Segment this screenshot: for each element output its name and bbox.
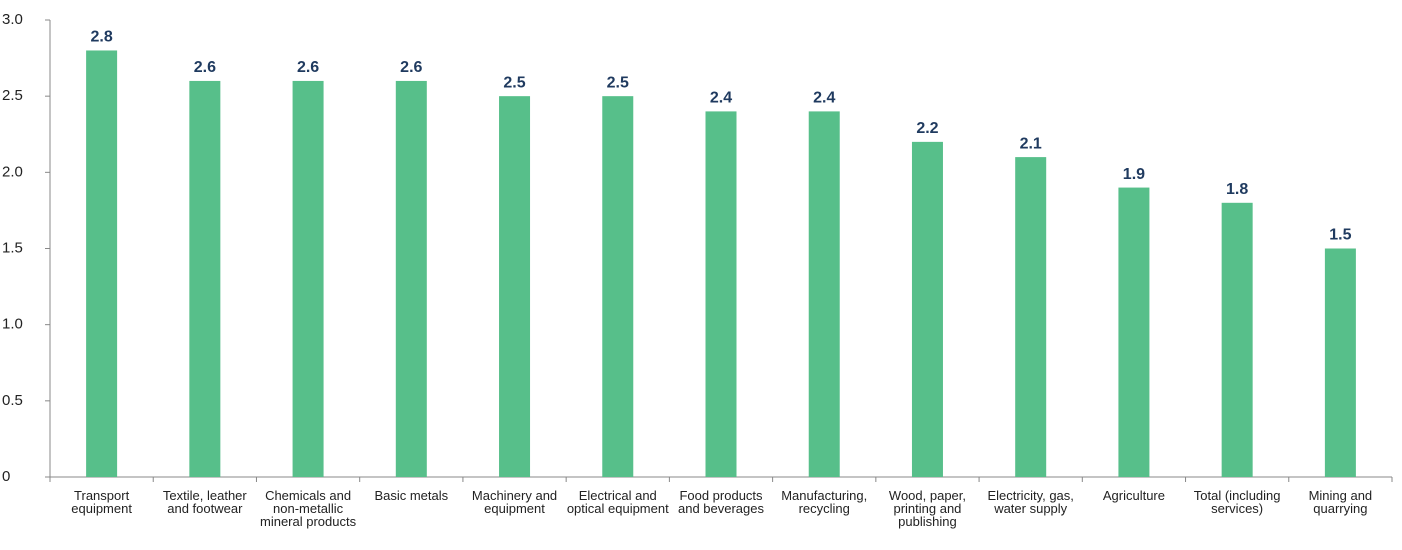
bar (1221, 202, 1253, 478)
bar (808, 111, 840, 478)
value-label: 2.6 (194, 59, 216, 76)
y-tick-label: 2.0 (2, 163, 23, 180)
value-label: 2.5 (503, 74, 525, 91)
y-tick-label: 1.5 (2, 239, 23, 256)
y-tick-label: 2.5 (2, 87, 23, 104)
bar (499, 96, 531, 478)
bar (395, 80, 427, 477)
value-label: 2.4 (710, 90, 732, 107)
value-label: 1.8 (1226, 181, 1248, 198)
y-tick-label: 0.5 (2, 392, 23, 409)
value-label: 2.6 (400, 59, 422, 76)
x-tick-label: Agriculture (1102, 488, 1165, 503)
bar (1324, 248, 1356, 477)
x-tick-label: Machinery and equipment (471, 488, 558, 516)
x-tick-label: Total (including services) (1193, 488, 1281, 516)
value-label: 2.1 (1020, 135, 1042, 152)
bar (1015, 157, 1047, 477)
x-tick-label: Electricity, gas, water supply (987, 488, 1074, 516)
x-tick-label: Textile, leather and footwear (162, 488, 247, 516)
y-tick-label: 0 (2, 468, 10, 485)
value-label: 2.8 (90, 29, 112, 46)
bar (911, 141, 943, 477)
value-label: 2.2 (916, 120, 938, 137)
x-tick-label: Electrical and optical equipment (566, 488, 669, 516)
y-tick-label: 1.0 (2, 316, 23, 333)
value-label: 1.5 (1329, 227, 1351, 244)
bar (602, 96, 634, 478)
value-label: 1.9 (1123, 166, 1145, 183)
bar (705, 111, 737, 478)
value-label: 2.6 (297, 59, 319, 76)
x-tick-label: Transport equipment (71, 488, 132, 516)
x-tick-label: Manufacturing, recycling (781, 488, 868, 516)
value-label: 2.4 (813, 90, 835, 107)
x-tick-label: Basic metals (374, 488, 449, 503)
bar (292, 80, 324, 477)
bar (86, 50, 118, 477)
y-tick-label: 3.0 (2, 11, 23, 28)
x-tick-label: Mining and quarrying (1308, 488, 1373, 516)
value-label: 2.5 (607, 74, 629, 91)
bar (1118, 187, 1150, 478)
x-tick-label: Wood, paper, printing and publishing (888, 488, 966, 529)
x-tick-label: Food products and beverages (677, 488, 764, 516)
x-tick-label: Chemicals and non-metallic mineral produ… (260, 488, 357, 529)
bar (189, 80, 221, 477)
